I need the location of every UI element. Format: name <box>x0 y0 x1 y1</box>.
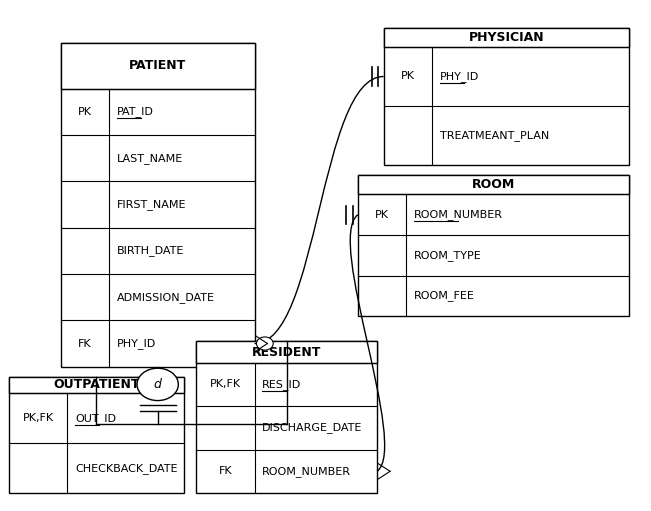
Text: ROOM_NUMBER: ROOM_NUMBER <box>414 210 503 220</box>
Text: ADMISSION_DATE: ADMISSION_DATE <box>117 292 215 303</box>
Text: PHY_ID: PHY_ID <box>117 338 156 349</box>
Text: RES_ID: RES_ID <box>262 379 301 390</box>
Text: FIRST_NAME: FIRST_NAME <box>117 199 187 210</box>
Text: PHY_ID: PHY_ID <box>439 71 479 82</box>
Text: ROOM_TYPE: ROOM_TYPE <box>414 250 482 261</box>
Text: PK: PK <box>375 210 389 220</box>
Text: CHECKBACK_DATE: CHECKBACK_DATE <box>75 462 178 474</box>
Bar <box>9 377 184 393</box>
Circle shape <box>137 368 178 401</box>
Text: ROOM: ROOM <box>472 178 515 191</box>
Circle shape <box>256 337 273 350</box>
Text: PATIENT: PATIENT <box>129 59 186 73</box>
Text: ROOM_NUMBER: ROOM_NUMBER <box>262 466 352 477</box>
Text: PHYSICIAN: PHYSICIAN <box>469 31 544 44</box>
Text: PK,FK: PK,FK <box>23 413 54 423</box>
Text: OUTPATIENT: OUTPATIENT <box>53 379 139 391</box>
Text: PK,FK: PK,FK <box>210 379 241 389</box>
Text: FK: FK <box>78 338 92 349</box>
Text: PK: PK <box>78 107 92 117</box>
Bar <box>197 341 377 363</box>
Text: d: d <box>154 378 161 391</box>
Text: FK: FK <box>219 467 232 476</box>
Text: TREATMEANT_PLAN: TREATMEANT_PLAN <box>439 130 549 141</box>
Bar <box>358 175 629 316</box>
Bar <box>383 28 629 165</box>
Bar <box>383 28 629 47</box>
Bar <box>358 175 629 195</box>
Text: LAST_NAME: LAST_NAME <box>117 153 184 164</box>
Text: PAT_ID: PAT_ID <box>117 106 154 117</box>
Text: RESIDENT: RESIDENT <box>252 345 322 359</box>
Text: ROOM_FEE: ROOM_FEE <box>414 290 475 301</box>
Text: OUT_ID: OUT_ID <box>75 412 116 424</box>
Bar <box>61 43 255 88</box>
Text: BIRTH_DATE: BIRTH_DATE <box>117 245 184 256</box>
Bar <box>61 43 255 367</box>
Bar <box>197 341 377 493</box>
Text: DISCHARGE_DATE: DISCHARGE_DATE <box>262 423 363 433</box>
Bar <box>9 377 184 493</box>
Text: PK: PK <box>401 72 415 81</box>
